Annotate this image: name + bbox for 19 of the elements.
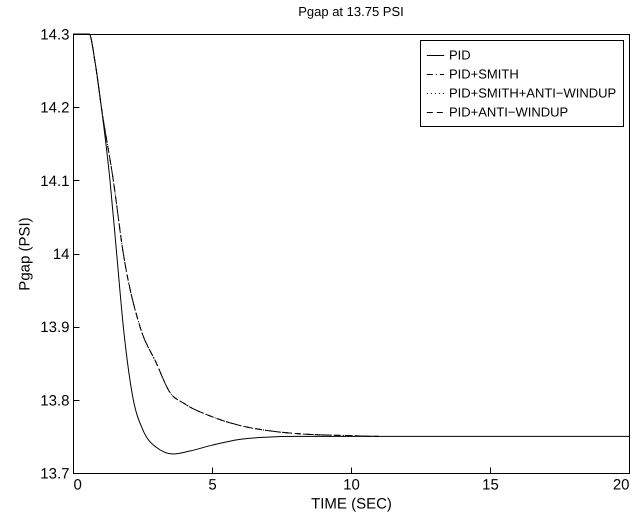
x-tick-label: 5 bbox=[208, 476, 217, 494]
y-axis-title: Pgap (PSI) bbox=[16, 217, 34, 291]
y-tick-label: 13.9 bbox=[40, 319, 70, 336]
y-tick-label: 14.2 bbox=[40, 100, 70, 117]
y-tick-label: 14.1 bbox=[40, 172, 70, 190]
y-tick-label: 13.7 bbox=[40, 466, 70, 482]
legend-label: PID+SMITH bbox=[449, 66, 519, 82]
chart-title: Pgap at 13.75 PSI bbox=[298, 4, 404, 19]
y-tick-label: 14.3 bbox=[40, 26, 70, 44]
y-tick-label: 14 bbox=[52, 246, 70, 263]
x-tick-label: 10 bbox=[343, 476, 360, 494]
legend-label: PID+SMITH+ANTI−WINDUP bbox=[449, 86, 616, 100]
x-tick-label: 20 bbox=[612, 476, 630, 494]
legend-label: PID+ANTI−WINDUP bbox=[449, 104, 568, 120]
x-tick-label: 15 bbox=[482, 476, 499, 494]
x-axis-title: TIME (SEC) bbox=[311, 496, 392, 512]
y-tick-label: 13.8 bbox=[40, 392, 70, 410]
legend-label: PID bbox=[449, 48, 471, 62]
x-tick-label: 0 bbox=[74, 476, 82, 494]
